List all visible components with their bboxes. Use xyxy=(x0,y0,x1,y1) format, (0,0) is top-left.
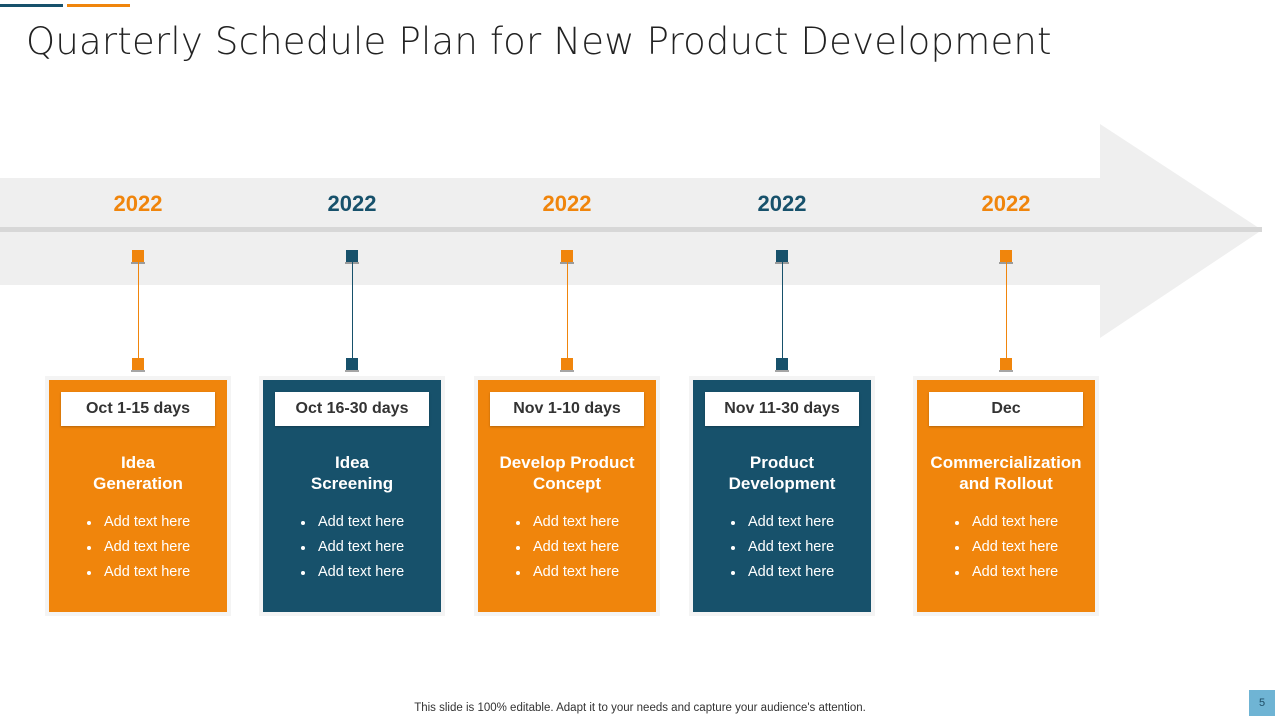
stage-name: Commercialization and Rollout xyxy=(930,453,1082,493)
stage-card: Nov 1-10 days Develop Product Concept Ad… xyxy=(474,376,660,616)
date-label: Oct 1-15 days xyxy=(61,392,215,426)
stage-card: Oct 16-30 days Idea Screening Add text h… xyxy=(259,376,445,616)
stage-card-body: Dec Commercialization and Rollout Add te… xyxy=(917,380,1095,612)
slide-title: Quarterly Schedule Plan for New Product … xyxy=(26,20,1052,63)
bullet-item: Add text here xyxy=(917,510,1095,535)
stage-year: 2022 xyxy=(981,191,1031,216)
stage-card: Dec Commercialization and Rollout Add te… xyxy=(913,376,1099,616)
timeline-arrow xyxy=(0,124,1262,338)
stage-card: Oct 1-15 days Idea Generation Add text h… xyxy=(45,376,231,616)
connector-line xyxy=(352,262,353,358)
bullet-item: Add text here xyxy=(917,560,1095,585)
stage-card-body: Nov 11-30 days Product Development Add t… xyxy=(693,380,871,612)
bullet-item: Add text here xyxy=(478,510,656,535)
date-label: Oct 16-30 days xyxy=(275,392,429,426)
stage-name: Product Development xyxy=(728,453,836,493)
timeline-marker xyxy=(775,250,789,264)
bullet-item: Add text here xyxy=(263,535,441,560)
bullet-item: Add text here xyxy=(478,560,656,585)
stage-card-body: Oct 16-30 days Idea Screening Add text h… xyxy=(263,380,441,612)
stage-name: Idea Screening xyxy=(310,453,394,493)
stage-year: 2022 xyxy=(113,191,163,216)
stage-card-body: Oct 1-15 days Idea Generation Add text h… xyxy=(49,380,227,612)
bullet-list: Add text here Add text here Add text her… xyxy=(263,510,441,585)
bullet-list: Add text here Add text here Add text her… xyxy=(917,510,1095,585)
connector-line xyxy=(782,262,783,358)
stage-year: 2022 xyxy=(327,191,377,216)
timeline-marker xyxy=(345,358,359,372)
timeline-marker xyxy=(775,358,789,372)
bullet-item: Add text here xyxy=(693,535,871,560)
bullet-item: Add text here xyxy=(263,510,441,535)
timeline-marker xyxy=(999,250,1013,264)
footer-note: This slide is 100% editable. Adapt it to… xyxy=(414,702,866,714)
date-label: Dec xyxy=(929,392,1083,426)
bullet-item: Add text here xyxy=(49,535,227,560)
bullet-list: Add text here Add text here Add text her… xyxy=(693,510,871,585)
stage-name: Idea Generation xyxy=(93,453,183,493)
stage-card-body: Nov 1-10 days Develop Product Concept Ad… xyxy=(478,380,656,612)
timeline-marker xyxy=(345,250,359,264)
bullet-list: Add text here Add text here Add text her… xyxy=(49,510,227,585)
bullet-item: Add text here xyxy=(693,560,871,585)
bullet-list: Add text here Add text here Add text her… xyxy=(478,510,656,585)
accent-bar-teal xyxy=(0,4,63,7)
bullet-item: Add text here xyxy=(49,510,227,535)
stage-year: 2022 xyxy=(542,191,592,216)
timeline-marker xyxy=(131,358,145,372)
page-number: 5 xyxy=(1249,690,1275,716)
bullet-item: Add text here xyxy=(263,560,441,585)
timeline-marker xyxy=(560,250,574,264)
bullet-item: Add text here xyxy=(478,535,656,560)
date-label: Nov 11-30 days xyxy=(705,392,859,426)
accent-bar-orange xyxy=(67,4,130,7)
connector-line xyxy=(567,262,568,358)
connector-line xyxy=(1006,262,1007,358)
date-label: Nov 1-10 days xyxy=(490,392,644,426)
stage-card: Nov 11-30 days Product Development Add t… xyxy=(689,376,875,616)
stage-year: 2022 xyxy=(757,191,807,216)
connector-line xyxy=(138,262,139,358)
stage-name: Develop Product Concept xyxy=(499,453,635,493)
timeline-marker xyxy=(999,358,1013,372)
bullet-item: Add text here xyxy=(917,535,1095,560)
timeline-marker xyxy=(131,250,145,264)
bullet-item: Add text here xyxy=(693,510,871,535)
bullet-item: Add text here xyxy=(49,560,227,585)
timeline-marker xyxy=(560,358,574,372)
